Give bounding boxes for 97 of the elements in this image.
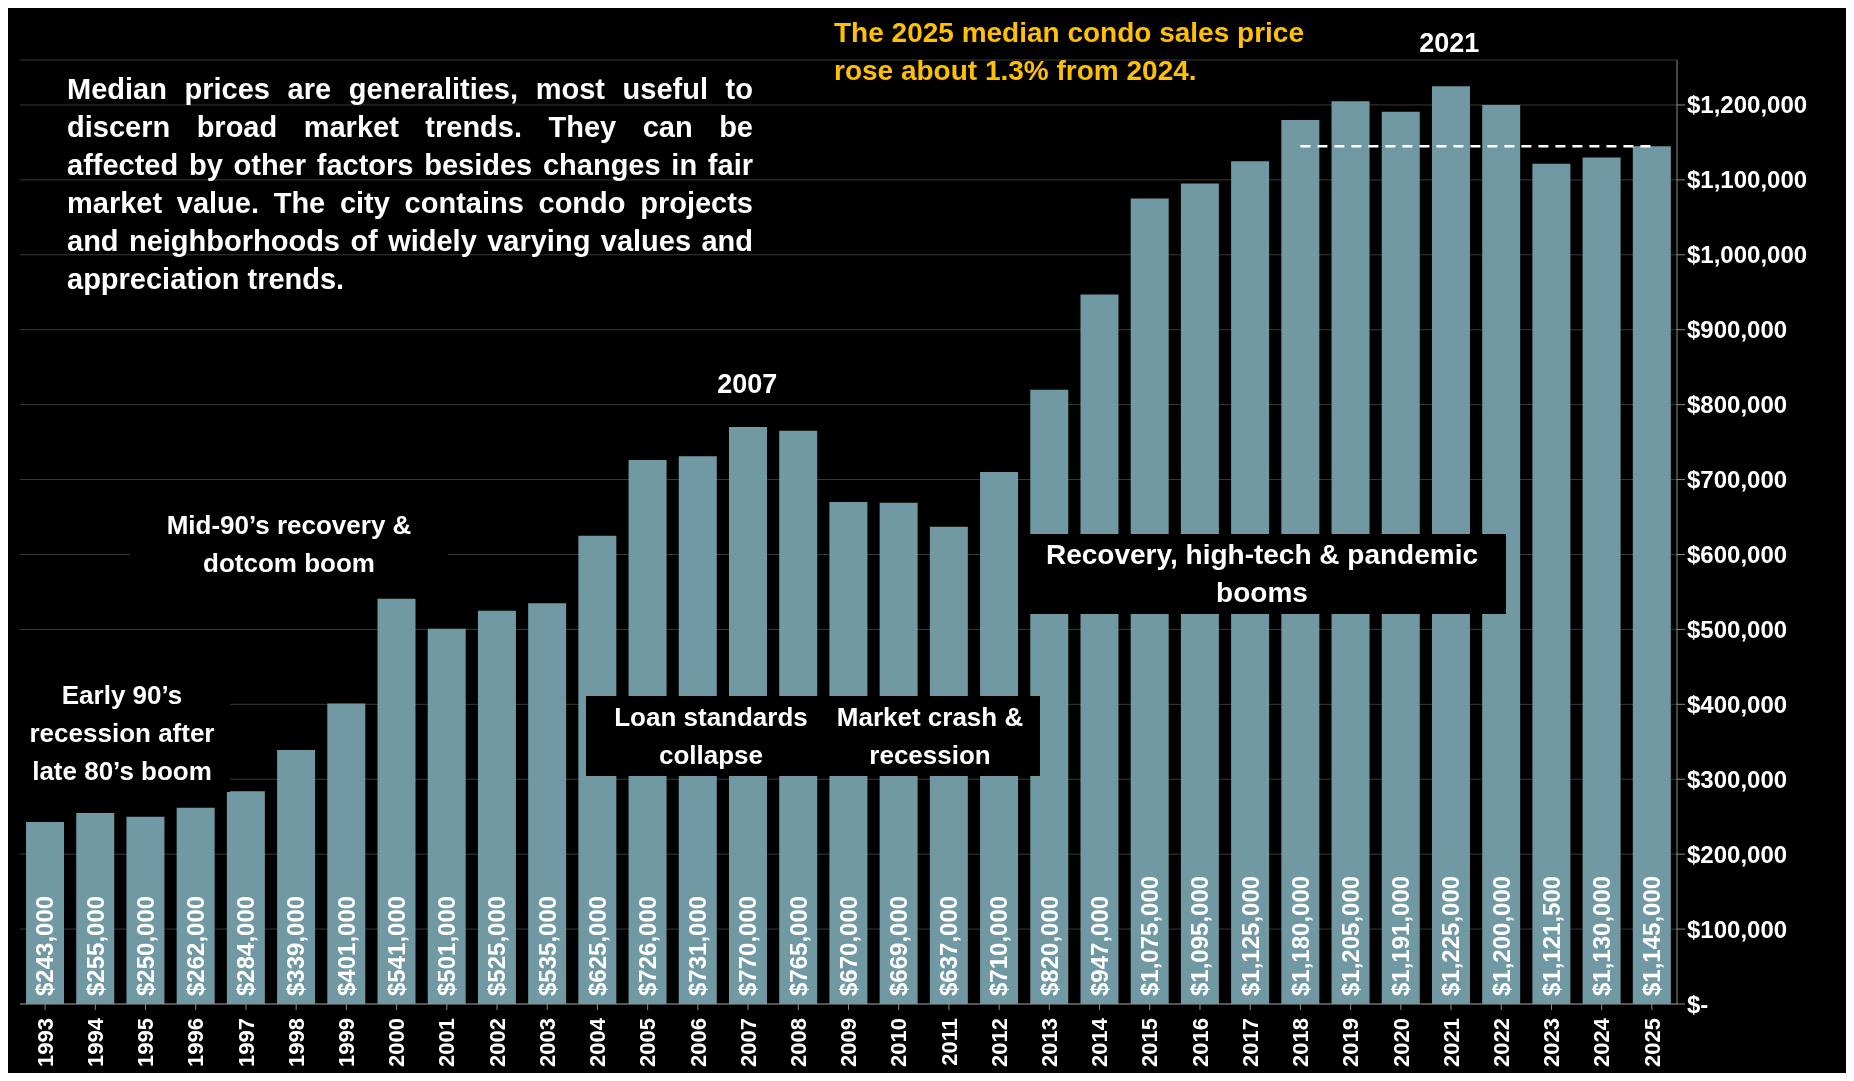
x-tick-label: 2010 bbox=[886, 1018, 912, 1067]
data-label: $1,125,000 bbox=[1236, 875, 1264, 996]
data-label: $401,000 bbox=[332, 895, 360, 996]
annotation: Recovery, high-tech & pandemic booms bbox=[1018, 534, 1506, 614]
x-tick-label: 2008 bbox=[785, 1018, 811, 1067]
data-label: $770,000 bbox=[734, 895, 762, 996]
bar bbox=[1482, 104, 1521, 1004]
data-label: $1,075,000 bbox=[1136, 875, 1164, 996]
data-label: $525,000 bbox=[483, 895, 511, 996]
y-tick-label: $200,000 bbox=[1687, 840, 1788, 868]
data-label: $255,000 bbox=[81, 895, 109, 996]
x-tick-label: 2007 bbox=[735, 1018, 761, 1067]
y-tick-label: $1,100,000 bbox=[1687, 166, 1808, 194]
y-tick-label: $700,000 bbox=[1687, 466, 1788, 494]
data-label: $710,000 bbox=[985, 895, 1013, 996]
x-tick-label: 1997 bbox=[233, 1018, 259, 1067]
data-label: $501,000 bbox=[433, 895, 461, 996]
x-tick-label: 2000 bbox=[384, 1018, 410, 1067]
data-label: $731,000 bbox=[684, 895, 712, 996]
data-label: $670,000 bbox=[834, 895, 862, 996]
x-tick-label: 1999 bbox=[334, 1018, 360, 1067]
y-tick-label: $100,000 bbox=[1687, 915, 1788, 943]
x-tick-label: 2017 bbox=[1237, 1018, 1263, 1067]
y-tick-label: $600,000 bbox=[1687, 541, 1788, 568]
x-tick-label: 2006 bbox=[685, 1018, 711, 1067]
data-label: $625,000 bbox=[583, 895, 611, 996]
bar bbox=[1532, 163, 1571, 1004]
data-label: $541,000 bbox=[382, 895, 410, 996]
x-tick-label: 2021 bbox=[1438, 1018, 1464, 1067]
bar bbox=[377, 598, 416, 1004]
x-tick-label: 1996 bbox=[183, 1018, 209, 1067]
x-tick-label: 2015 bbox=[1137, 1018, 1163, 1067]
bar bbox=[528, 603, 567, 1004]
x-tick-label: 2013 bbox=[1037, 1018, 1063, 1067]
data-label: $250,000 bbox=[131, 895, 159, 996]
x-tick-label: 1995 bbox=[133, 1018, 159, 1067]
x-tick-label: 2022 bbox=[1488, 1018, 1514, 1067]
y-tick-label: $900,000 bbox=[1687, 316, 1788, 344]
data-label: $243,000 bbox=[31, 895, 59, 996]
bar bbox=[427, 628, 466, 1004]
data-label: $726,000 bbox=[633, 895, 661, 996]
bar bbox=[1632, 146, 1671, 1004]
annotation: 2007 bbox=[716, 369, 779, 401]
y-tick-label: $400,000 bbox=[1687, 690, 1788, 718]
data-label: $1,130,000 bbox=[1588, 875, 1615, 996]
data-label: $339,000 bbox=[282, 895, 310, 996]
bar bbox=[477, 610, 516, 1004]
x-tick-label: 1998 bbox=[283, 1018, 309, 1067]
data-label: $1,205,000 bbox=[1336, 875, 1364, 996]
data-label: $669,000 bbox=[885, 895, 913, 996]
annotation: Early 90’s recession after late 80’s boom bbox=[14, 674, 230, 792]
data-label: $1,121,500 bbox=[1537, 875, 1565, 996]
bar bbox=[327, 703, 366, 1004]
x-tick-label: 2001 bbox=[434, 1018, 460, 1067]
x-tick-label: 2014 bbox=[1087, 1017, 1113, 1067]
x-tick-label: 2009 bbox=[836, 1018, 862, 1067]
x-tick-label: 2024 bbox=[1589, 1017, 1615, 1067]
x-tick-label: 2004 bbox=[585, 1017, 611, 1067]
data-label: $765,000 bbox=[784, 895, 812, 996]
annotation: Mid-90’s recovery & dotcom boom bbox=[130, 504, 448, 584]
y-tick-label: $500,000 bbox=[1687, 615, 1788, 643]
y-tick-label: $300,000 bbox=[1687, 765, 1788, 793]
x-tick-label: 2016 bbox=[1187, 1018, 1213, 1067]
x-tick-label: 2012 bbox=[986, 1018, 1012, 1067]
data-label: $637,000 bbox=[935, 895, 963, 996]
x-tick-label: 2002 bbox=[484, 1018, 510, 1067]
data-label: $1,095,000 bbox=[1186, 875, 1214, 996]
x-tick-label: 2025 bbox=[1639, 1018, 1665, 1067]
x-tick-label: 2011 bbox=[936, 1018, 962, 1066]
x-tick-label: 2005 bbox=[635, 1018, 661, 1067]
data-label: $820,000 bbox=[1035, 895, 1063, 996]
data-label: $1,180,000 bbox=[1286, 875, 1314, 996]
data-label: $947,000 bbox=[1085, 895, 1113, 996]
y-tick-label: $1,200,000 bbox=[1687, 91, 1808, 119]
x-tick-label: 1993 bbox=[32, 1018, 58, 1067]
x-tick-label: 2018 bbox=[1288, 1018, 1314, 1067]
data-label: $1,145,000 bbox=[1638, 875, 1666, 996]
x-tick-label: 2023 bbox=[1539, 1018, 1565, 1067]
data-label: $262,000 bbox=[182, 895, 210, 996]
y-tick-label: $1,000,000 bbox=[1687, 241, 1808, 269]
x-tick-label: 2020 bbox=[1388, 1018, 1414, 1067]
bar bbox=[1582, 157, 1621, 1004]
x-tick-label: 2003 bbox=[534, 1018, 560, 1067]
data-label: $1,225,000 bbox=[1437, 875, 1465, 996]
x-tick-label: 2019 bbox=[1338, 1018, 1364, 1067]
annotation: Market crash & recession bbox=[820, 696, 1040, 776]
y-tick-label: $- bbox=[1687, 990, 1709, 1018]
x-tick-label: 1994 bbox=[83, 1017, 109, 1067]
annotation: Loan standards collapse bbox=[586, 696, 836, 776]
data-label: $284,000 bbox=[232, 895, 260, 996]
data-label: $1,191,000 bbox=[1387, 875, 1415, 996]
data-label: $1,200,000 bbox=[1487, 875, 1515, 996]
chart-title: The 2025 median condo sales price rose about 1.3% from 2024. bbox=[834, 16, 1305, 88]
data-label: $535,000 bbox=[533, 895, 561, 996]
annotation: Median prices are generalities, most useful to discern broad market trends. They can be affected by other factors besides changes in fair market value. The city contains condo projects and neighborhoods of widely varying values and appreciation trends. bbox=[67, 72, 753, 297]
annotation: 2021 bbox=[1418, 28, 1481, 60]
y-tick-label: $800,000 bbox=[1687, 391, 1788, 419]
